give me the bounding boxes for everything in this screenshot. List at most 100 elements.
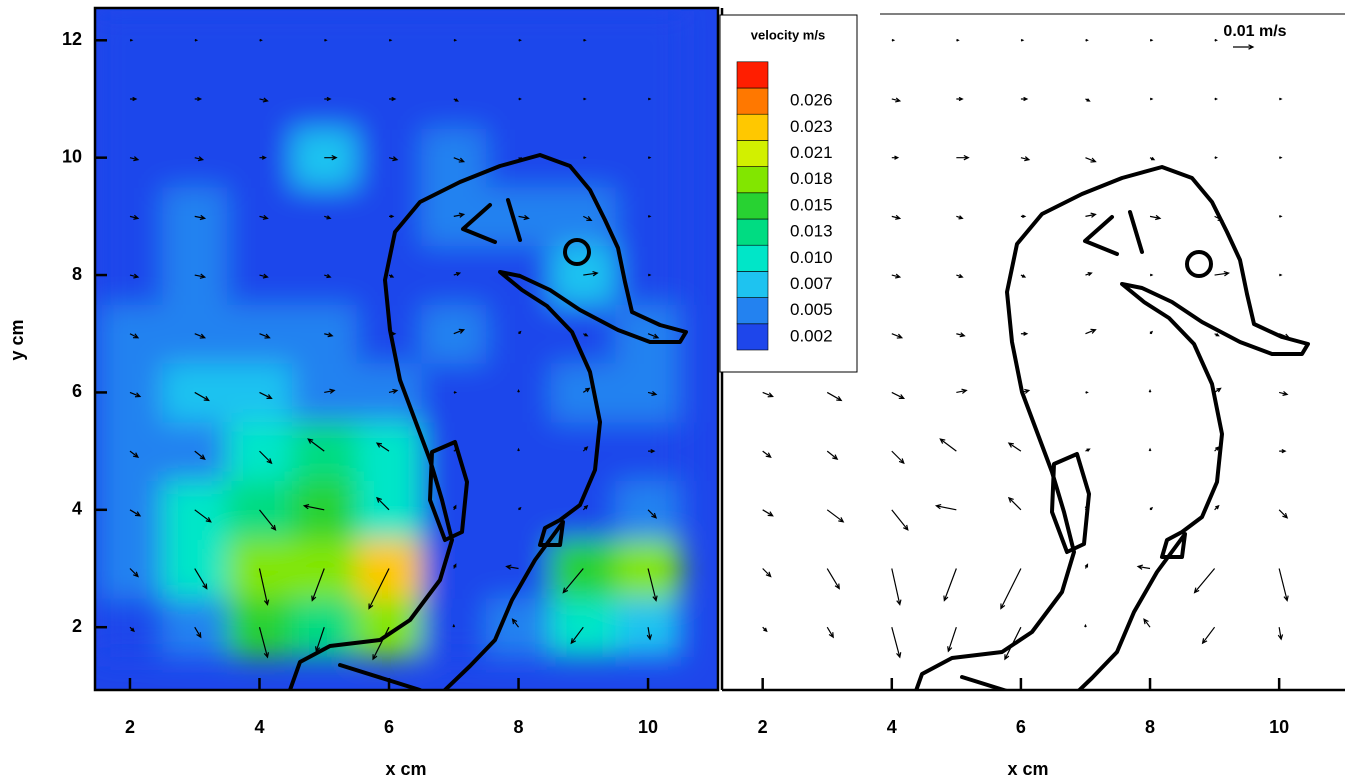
vector-arrow — [582, 446, 589, 452]
vector-arrow — [1007, 442, 1022, 452]
plot-frame — [93, 6, 720, 692]
vector-arrow — [1085, 448, 1091, 452]
vector-arrow — [1278, 568, 1289, 602]
vector-arrow — [389, 38, 393, 42]
vector-arrow — [129, 333, 140, 339]
legend-swatch — [736, 192, 769, 220]
vector-arrow — [570, 626, 584, 645]
vector-arrow — [372, 626, 390, 661]
vector-arrow — [259, 450, 273, 465]
vector-arrow — [1149, 214, 1162, 221]
vector-arrow — [518, 97, 522, 101]
legend-swatch — [736, 297, 769, 325]
vector-arrow — [562, 568, 584, 594]
legend-label: 0.013 — [790, 222, 833, 241]
vector-arrow — [647, 390, 658, 396]
vector-arrow — [1085, 212, 1097, 218]
vector-arrow — [259, 391, 273, 400]
reference-arrow — [1233, 44, 1255, 50]
vector-arrow — [388, 388, 399, 394]
vector-arrow — [1279, 390, 1289, 396]
legend-swatch — [736, 87, 769, 115]
vector-arrow — [1000, 568, 1022, 610]
vector-arrow — [1201, 626, 1216, 645]
vector-arrow — [1084, 623, 1087, 628]
vector-arrow — [1084, 504, 1089, 511]
vector-arrow — [826, 391, 843, 402]
vector-arrow — [129, 214, 140, 220]
vector-arrow — [453, 271, 462, 277]
vector-arrow — [943, 568, 957, 602]
legend-title: velocity m/s — [751, 27, 825, 42]
vector-arrow — [194, 333, 207, 339]
x-tick-label: 8 — [1145, 717, 1155, 737]
vector-arrow — [891, 391, 906, 400]
vector-arrow — [1148, 389, 1152, 393]
x-axis-title: x cm — [1007, 759, 1048, 779]
vector-arrow — [259, 509, 277, 531]
vector-arrow — [453, 448, 460, 452]
vector-arrow — [947, 627, 957, 653]
vector-arrow — [891, 38, 896, 42]
vector-arrow — [194, 391, 210, 402]
vector-arrow — [1085, 328, 1097, 335]
vector-arrow — [258, 568, 270, 606]
vector-arrow — [1214, 332, 1220, 337]
x-tick-label: 2 — [758, 717, 768, 737]
vector-arrow — [376, 496, 390, 511]
vector-arrow — [1150, 273, 1154, 277]
vector-arrow — [956, 388, 968, 394]
vector-arrow — [194, 626, 202, 639]
vector-arrow — [1149, 506, 1154, 511]
vector-arrow — [259, 214, 269, 220]
contour-cell — [486, 421, 552, 481]
vector-arrow — [505, 564, 519, 570]
contour-cell — [291, 480, 358, 540]
vector-arrow — [1143, 618, 1151, 628]
vector-arrow — [1149, 156, 1156, 161]
legend-swatch — [736, 271, 769, 298]
vector-arrow — [1214, 270, 1230, 277]
vector-arrow — [891, 509, 909, 531]
reference-label: 0.01 m/s — [1223, 23, 1286, 40]
vector-arrow — [648, 156, 652, 160]
vector-arrow — [891, 273, 902, 279]
x-tick-label: 2 — [125, 717, 135, 737]
vector-arrow — [1279, 156, 1283, 160]
vector-arrow — [1020, 331, 1029, 336]
vector-arrow — [302, 503, 325, 511]
legend-swatch — [736, 323, 769, 351]
vector-arrow — [956, 38, 960, 42]
vector-arrow — [518, 506, 522, 511]
vector-arrow — [1150, 97, 1154, 101]
vector-arrow — [324, 273, 332, 279]
vector-arrow — [453, 504, 457, 511]
vector-arrow — [646, 627, 653, 641]
x-tick-label: 6 — [1016, 717, 1026, 737]
vector-arrow — [648, 273, 652, 277]
vector-arrow — [194, 38, 199, 42]
vector-arrow — [129, 156, 140, 162]
vector-arrow — [1279, 448, 1287, 454]
y-tick-label: 6 — [72, 381, 82, 401]
vector-arrow — [194, 156, 205, 162]
vector-arrow — [324, 215, 332, 220]
vector-arrow — [826, 450, 839, 460]
x-axis-title: x cm — [385, 759, 426, 779]
y-tick-label: 12 — [62, 29, 82, 49]
vector-arrow — [891, 333, 904, 339]
contour-plot — [95, 8, 718, 690]
y-tick-label: 4 — [72, 499, 82, 519]
vector-arrow — [259, 273, 269, 279]
x-tick-label: 10 — [638, 717, 658, 737]
legend-label: 0.010 — [790, 248, 833, 267]
vector-arrow — [647, 509, 658, 519]
legend-label: 0.026 — [790, 91, 833, 110]
contour-cell — [356, 480, 422, 540]
vector-arrow — [452, 623, 456, 628]
vector-arrow — [1085, 271, 1093, 277]
vector-arrow — [1020, 388, 1031, 394]
vector-arrow — [259, 333, 271, 339]
vector-arrow — [129, 391, 142, 398]
